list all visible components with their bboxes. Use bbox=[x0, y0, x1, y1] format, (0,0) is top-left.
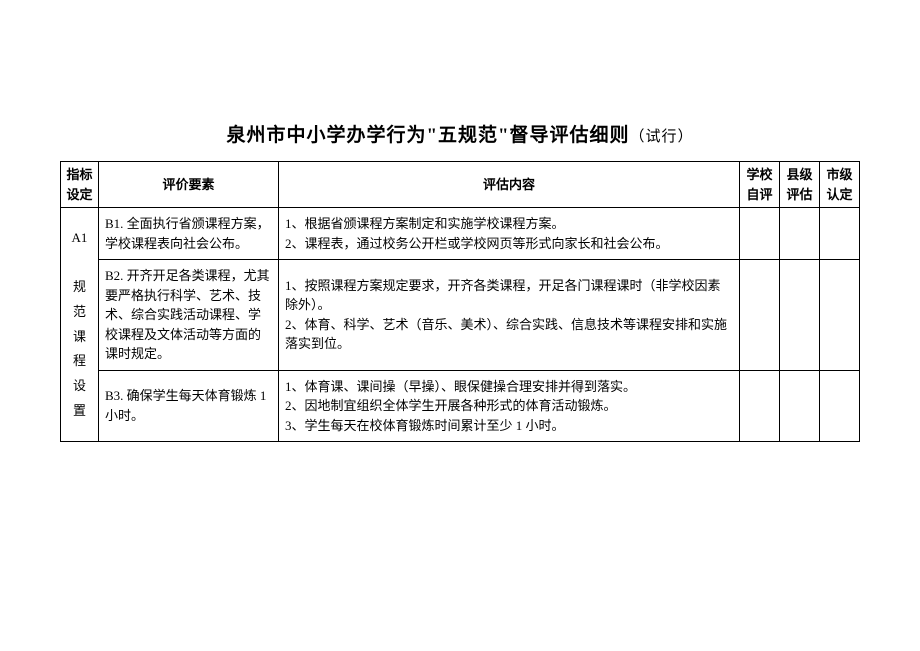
school-cell bbox=[740, 208, 780, 260]
table-row: B2. 开齐开足各类课程，尤其要严格执行科学、艺术、技术、综合实践活动课程、学校… bbox=[61, 260, 860, 371]
title-main: 泉州市中小学办学行为"五规范"督导评估细则 bbox=[226, 125, 629, 146]
title-suffix: （试行） bbox=[630, 129, 694, 145]
indicator-code: A1 bbox=[72, 230, 88, 245]
element-cell: B3. 确保学生每天体育锻炼 1 小时。 bbox=[99, 370, 279, 442]
city-cell bbox=[820, 260, 860, 371]
indicator-cell: A1 规 范 课 程 设 置 bbox=[61, 208, 99, 442]
evaluation-table: 指标 设定 评价要素 评估内容 学校 自评 县级 评估 市级 认定 A1 规 范… bbox=[60, 161, 860, 442]
element-cell: B2. 开齐开足各类课程，尤其要严格执行科学、艺术、技术、综合实践活动课程、学校… bbox=[99, 260, 279, 371]
header-city: 市级 认定 bbox=[820, 162, 860, 208]
city-cell bbox=[820, 370, 860, 442]
county-cell bbox=[780, 260, 820, 371]
table-header-row: 指标 设定 评价要素 评估内容 学校 自评 县级 评估 市级 认定 bbox=[61, 162, 860, 208]
element-cell: B1. 全面执行省颁课程方案，学校课程表向社会公布。 bbox=[99, 208, 279, 260]
table-row: A1 规 范 课 程 设 置 B1. 全面执行省颁课程方案，学校课程表向社会公布… bbox=[61, 208, 860, 260]
header-content: 评估内容 bbox=[279, 162, 740, 208]
indicator-label: 规 范 课 程 设 置 bbox=[73, 279, 86, 417]
school-cell bbox=[740, 260, 780, 371]
header-element: 评价要素 bbox=[99, 162, 279, 208]
content-cell: 1、根据省颁课程方案制定和实施学校课程方案。 2、课程表，通过校务公开栏或学校网… bbox=[279, 208, 740, 260]
county-cell bbox=[780, 370, 820, 442]
header-county: 县级 评估 bbox=[780, 162, 820, 208]
county-cell bbox=[780, 208, 820, 260]
header-indicator: 指标 设定 bbox=[61, 162, 99, 208]
content-cell: 1、按照课程方案规定要求，开齐各类课程，开足各门课程课时（非学校因素除外）。 2… bbox=[279, 260, 740, 371]
table-row: B3. 确保学生每天体育锻炼 1 小时。 1、体育课、课间操（早操）、眼保健操合… bbox=[61, 370, 860, 442]
school-cell bbox=[740, 370, 780, 442]
document-title: 泉州市中小学办学行为"五规范"督导评估细则（试行） bbox=[60, 120, 860, 147]
city-cell bbox=[820, 208, 860, 260]
header-school: 学校 自评 bbox=[740, 162, 780, 208]
content-cell: 1、体育课、课间操（早操）、眼保健操合理安排并得到落实。 2、因地制宜组织全体学… bbox=[279, 370, 740, 442]
